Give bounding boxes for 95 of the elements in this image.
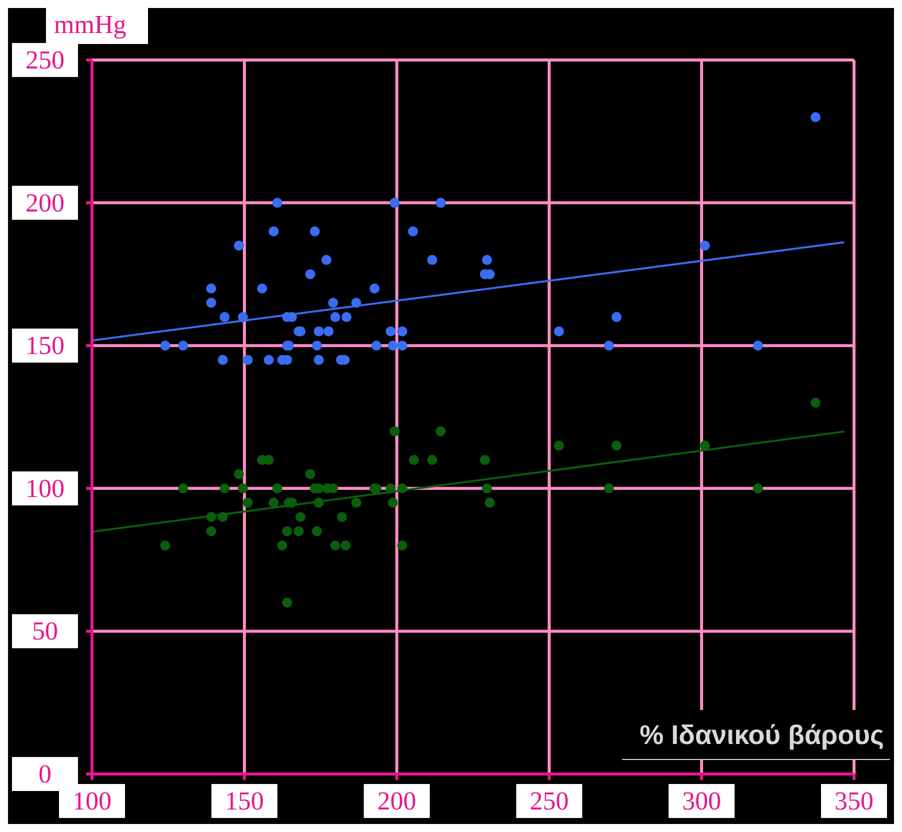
point xyxy=(220,483,230,494)
y-tick-label: 250 xyxy=(26,46,64,74)
point xyxy=(427,254,438,265)
point xyxy=(397,326,408,336)
point xyxy=(810,112,821,122)
point xyxy=(242,498,253,508)
y-axis-title: mmHg xyxy=(46,8,148,44)
point xyxy=(810,398,821,408)
point xyxy=(427,454,438,465)
point xyxy=(206,512,216,522)
x-tick-label: 200 xyxy=(377,786,416,816)
point xyxy=(554,326,564,336)
point xyxy=(160,340,170,351)
point xyxy=(264,354,274,365)
point xyxy=(436,198,446,208)
point xyxy=(305,469,316,480)
point xyxy=(554,440,564,451)
point xyxy=(371,340,382,351)
point xyxy=(234,240,244,251)
point xyxy=(312,340,322,351)
point xyxy=(330,540,340,551)
point xyxy=(242,354,253,365)
point xyxy=(351,298,362,308)
point xyxy=(272,483,282,494)
point xyxy=(282,526,292,536)
point xyxy=(277,540,288,551)
point xyxy=(342,312,352,322)
point xyxy=(312,526,322,536)
x-tick-label: 350 xyxy=(834,786,874,816)
point xyxy=(408,454,419,465)
point xyxy=(238,483,248,494)
x-tick-label: 100 xyxy=(72,786,112,816)
point xyxy=(336,512,347,522)
point xyxy=(268,498,279,508)
point xyxy=(752,340,763,351)
x-axis-title: % Ιδανικού βάρους xyxy=(622,710,890,760)
point xyxy=(700,440,710,451)
point xyxy=(370,283,380,294)
point xyxy=(388,340,398,351)
point xyxy=(282,598,292,608)
point xyxy=(321,254,332,265)
point xyxy=(268,226,279,236)
point xyxy=(482,483,492,494)
point xyxy=(752,483,763,494)
point xyxy=(390,426,400,436)
point xyxy=(206,526,216,536)
point xyxy=(310,226,320,236)
point xyxy=(178,483,188,494)
point xyxy=(295,512,306,522)
x-tick-label: 300 xyxy=(682,786,722,816)
point xyxy=(206,298,216,308)
x-tick-label: 250 xyxy=(530,786,569,816)
point xyxy=(330,312,340,322)
point xyxy=(484,498,495,508)
x-tick-label: 150 xyxy=(224,786,264,816)
point xyxy=(480,454,490,465)
point xyxy=(408,226,418,236)
y-tick-label: 0 xyxy=(38,760,52,788)
point xyxy=(604,483,614,494)
point xyxy=(612,312,622,322)
point xyxy=(328,298,338,308)
point xyxy=(314,354,324,365)
point xyxy=(604,340,614,351)
point xyxy=(257,283,268,294)
point xyxy=(700,240,710,251)
point xyxy=(397,340,408,351)
point xyxy=(178,340,188,351)
point xyxy=(612,440,622,451)
point xyxy=(218,512,228,522)
point xyxy=(220,312,230,322)
point xyxy=(324,326,334,336)
point xyxy=(314,498,324,508)
point xyxy=(397,540,408,551)
point xyxy=(436,426,446,436)
point xyxy=(482,254,492,265)
point xyxy=(397,483,408,494)
y-tick-label: 50 xyxy=(32,616,58,646)
point xyxy=(386,326,396,336)
point xyxy=(390,198,400,208)
point xyxy=(206,283,216,294)
point xyxy=(340,540,351,551)
y-tick-label: 200 xyxy=(26,188,64,218)
point xyxy=(238,312,248,322)
y-tick-label: 100 xyxy=(26,474,64,503)
point xyxy=(388,498,398,508)
point xyxy=(294,526,304,536)
point xyxy=(234,469,244,480)
point xyxy=(314,326,324,336)
y-tick-label: 150 xyxy=(26,331,64,360)
point xyxy=(272,198,282,208)
point xyxy=(218,354,228,365)
point xyxy=(386,483,396,494)
point xyxy=(160,540,170,551)
point xyxy=(305,269,316,280)
point xyxy=(351,498,362,508)
